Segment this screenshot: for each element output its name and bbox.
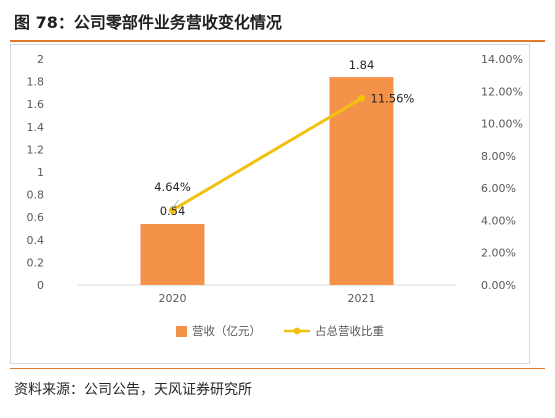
y-left-tick-label: 1.2 <box>27 143 45 156</box>
y-right-tick-label: 10.00% <box>481 118 523 131</box>
y-left-tick-label: 1.4 <box>27 121 45 134</box>
y-right-tick-label: 12.00% <box>481 85 523 98</box>
legend-label-line: 占总营收比重 <box>315 324 384 338</box>
source-rule <box>10 368 545 369</box>
bar <box>140 223 205 285</box>
y-left-tick-label: 1.6 <box>27 98 45 111</box>
figure-title: 图 78：公司零部件业务营收变化情况 <box>14 13 282 32</box>
x-tick-label: 2021 <box>348 292 376 305</box>
share-point <box>357 94 366 102</box>
y-left-tick-label: 0.4 <box>27 234 45 247</box>
line-data-label: 11.56% <box>371 91 415 105</box>
y-left-tick-label: 1.8 <box>27 76 45 89</box>
y-left-tick-label: 2 <box>37 53 44 66</box>
legend-marker-line <box>293 327 301 335</box>
share-point <box>168 206 177 214</box>
y-right-tick-label: 4.00% <box>481 214 516 227</box>
title-rule <box>10 40 545 42</box>
bar-data-label: 1.84 <box>349 58 375 72</box>
y-right-tick-label: 0.00% <box>481 279 516 292</box>
chart-frame <box>10 44 530 364</box>
y-left-tick-label: 0.2 <box>27 256 45 269</box>
y-left-tick-label: 0.8 <box>27 189 45 202</box>
data-label-leader <box>172 199 179 209</box>
bar-data-label: 0.54 <box>160 204 186 218</box>
y-left-tick-label: 0.6 <box>27 211 45 224</box>
bar <box>329 77 394 285</box>
y-left-tick-label: 0 <box>37 279 44 292</box>
x-tick-label: 2020 <box>159 292 187 305</box>
legend-label-bar: 营收（亿元） <box>192 324 261 338</box>
line-data-label: 4.64% <box>154 180 191 194</box>
y-right-tick-label: 8.00% <box>481 150 516 163</box>
y-right-tick-label: 6.00% <box>481 182 516 195</box>
y-right-tick-label: 14.00% <box>481 53 523 66</box>
y-left-tick-label: 1 <box>37 166 44 179</box>
share-line <box>171 97 363 212</box>
y-right-tick-label: 2.00% <box>481 247 516 260</box>
source-note: 资料来源：公司公告，天风证券研究所 <box>14 382 252 398</box>
legend-swatch-bar <box>176 326 187 337</box>
